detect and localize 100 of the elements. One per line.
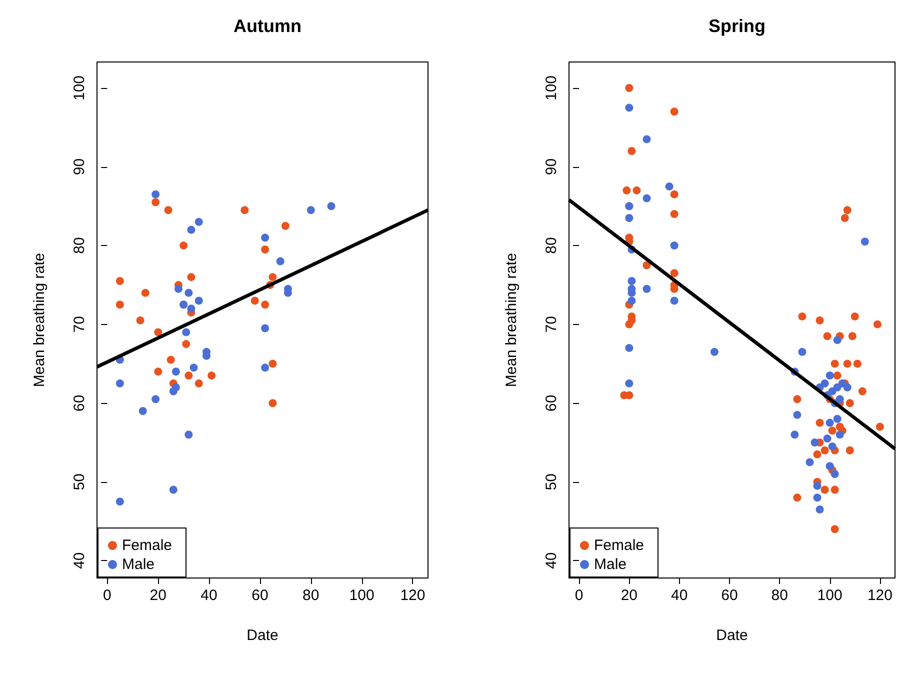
point — [830, 486, 839, 494]
point — [810, 438, 819, 446]
point — [182, 328, 190, 336]
legend-label: Male — [594, 556, 627, 573]
point — [187, 226, 196, 234]
point — [116, 498, 124, 506]
point — [830, 360, 839, 368]
point — [625, 84, 634, 92]
point — [116, 300, 124, 309]
point — [826, 418, 834, 427]
y-tick-label: 70 — [71, 316, 88, 333]
point — [820, 486, 829, 494]
point — [826, 372, 834, 380]
point — [670, 190, 678, 198]
y-tick-label: 100 — [543, 75, 560, 101]
point — [268, 273, 277, 282]
y-tick-label: 40 — [543, 552, 560, 570]
point — [116, 277, 124, 285]
y-tick-label: 100 — [71, 75, 88, 101]
point — [806, 458, 814, 466]
point — [836, 422, 844, 431]
legend-label: Female — [594, 537, 644, 554]
point — [141, 288, 150, 297]
chart-title: Spring — [708, 16, 766, 36]
point — [152, 395, 160, 404]
point — [840, 214, 849, 222]
point — [813, 494, 822, 502]
point — [798, 348, 806, 356]
point — [826, 462, 834, 470]
point — [187, 304, 196, 313]
point — [836, 395, 844, 404]
point — [793, 410, 802, 419]
point — [836, 430, 844, 439]
point — [240, 206, 249, 214]
point — [843, 383, 852, 392]
point — [261, 300, 270, 309]
point — [174, 284, 182, 293]
point — [625, 320, 634, 328]
point — [843, 206, 852, 214]
point — [846, 446, 854, 454]
point — [670, 296, 678, 305]
x-tick-label: 20 — [620, 587, 638, 604]
point — [136, 316, 144, 324]
point — [261, 234, 270, 242]
point — [833, 372, 842, 380]
point — [853, 360, 862, 368]
point — [184, 430, 193, 439]
x-tick-label: 80 — [771, 587, 788, 604]
point — [154, 368, 162, 376]
point — [164, 206, 172, 214]
point — [876, 422, 884, 431]
point — [830, 525, 839, 534]
point — [846, 399, 854, 408]
point — [182, 340, 190, 348]
y-axis-title: Mean breathing rate — [31, 252, 48, 388]
x-tick-label: 40 — [200, 587, 218, 604]
point — [710, 348, 718, 356]
point — [642, 194, 651, 202]
y-tick-label: 80 — [71, 237, 88, 254]
point — [830, 470, 839, 478]
point — [184, 372, 193, 380]
point — [208, 372, 216, 380]
point — [642, 261, 651, 270]
point — [152, 190, 160, 198]
point — [628, 296, 636, 305]
x-tick-label: 120 — [867, 587, 892, 604]
chart-title: Autumn — [234, 16, 302, 36]
x-tick-label: 80 — [302, 587, 320, 604]
point — [873, 320, 882, 328]
point — [194, 379, 203, 388]
point — [276, 257, 284, 266]
legend-label: Female — [122, 537, 172, 554]
point — [820, 446, 829, 454]
x-tick-label: 60 — [721, 587, 738, 604]
point — [625, 214, 634, 222]
y-axis-title: Mean breathing rate — [503, 252, 520, 388]
point — [813, 450, 822, 458]
point — [138, 406, 147, 415]
point — [622, 186, 631, 194]
point — [628, 147, 636, 156]
point — [670, 269, 678, 278]
point — [169, 387, 178, 396]
point — [625, 379, 634, 388]
point — [180, 242, 188, 250]
point — [187, 273, 196, 282]
point — [793, 395, 802, 404]
x-tick-label: 60 — [252, 587, 268, 604]
point — [194, 218, 203, 226]
point — [642, 284, 651, 293]
point — [793, 494, 802, 502]
point — [261, 324, 270, 332]
point — [261, 245, 270, 254]
point — [823, 434, 832, 443]
x-axis-title: Date — [716, 627, 748, 644]
x-tick-label: 100 — [349, 587, 374, 604]
point — [261, 364, 270, 372]
point — [625, 344, 634, 352]
point — [858, 387, 866, 396]
point — [172, 368, 180, 376]
y-tick-label: 80 — [543, 237, 560, 254]
